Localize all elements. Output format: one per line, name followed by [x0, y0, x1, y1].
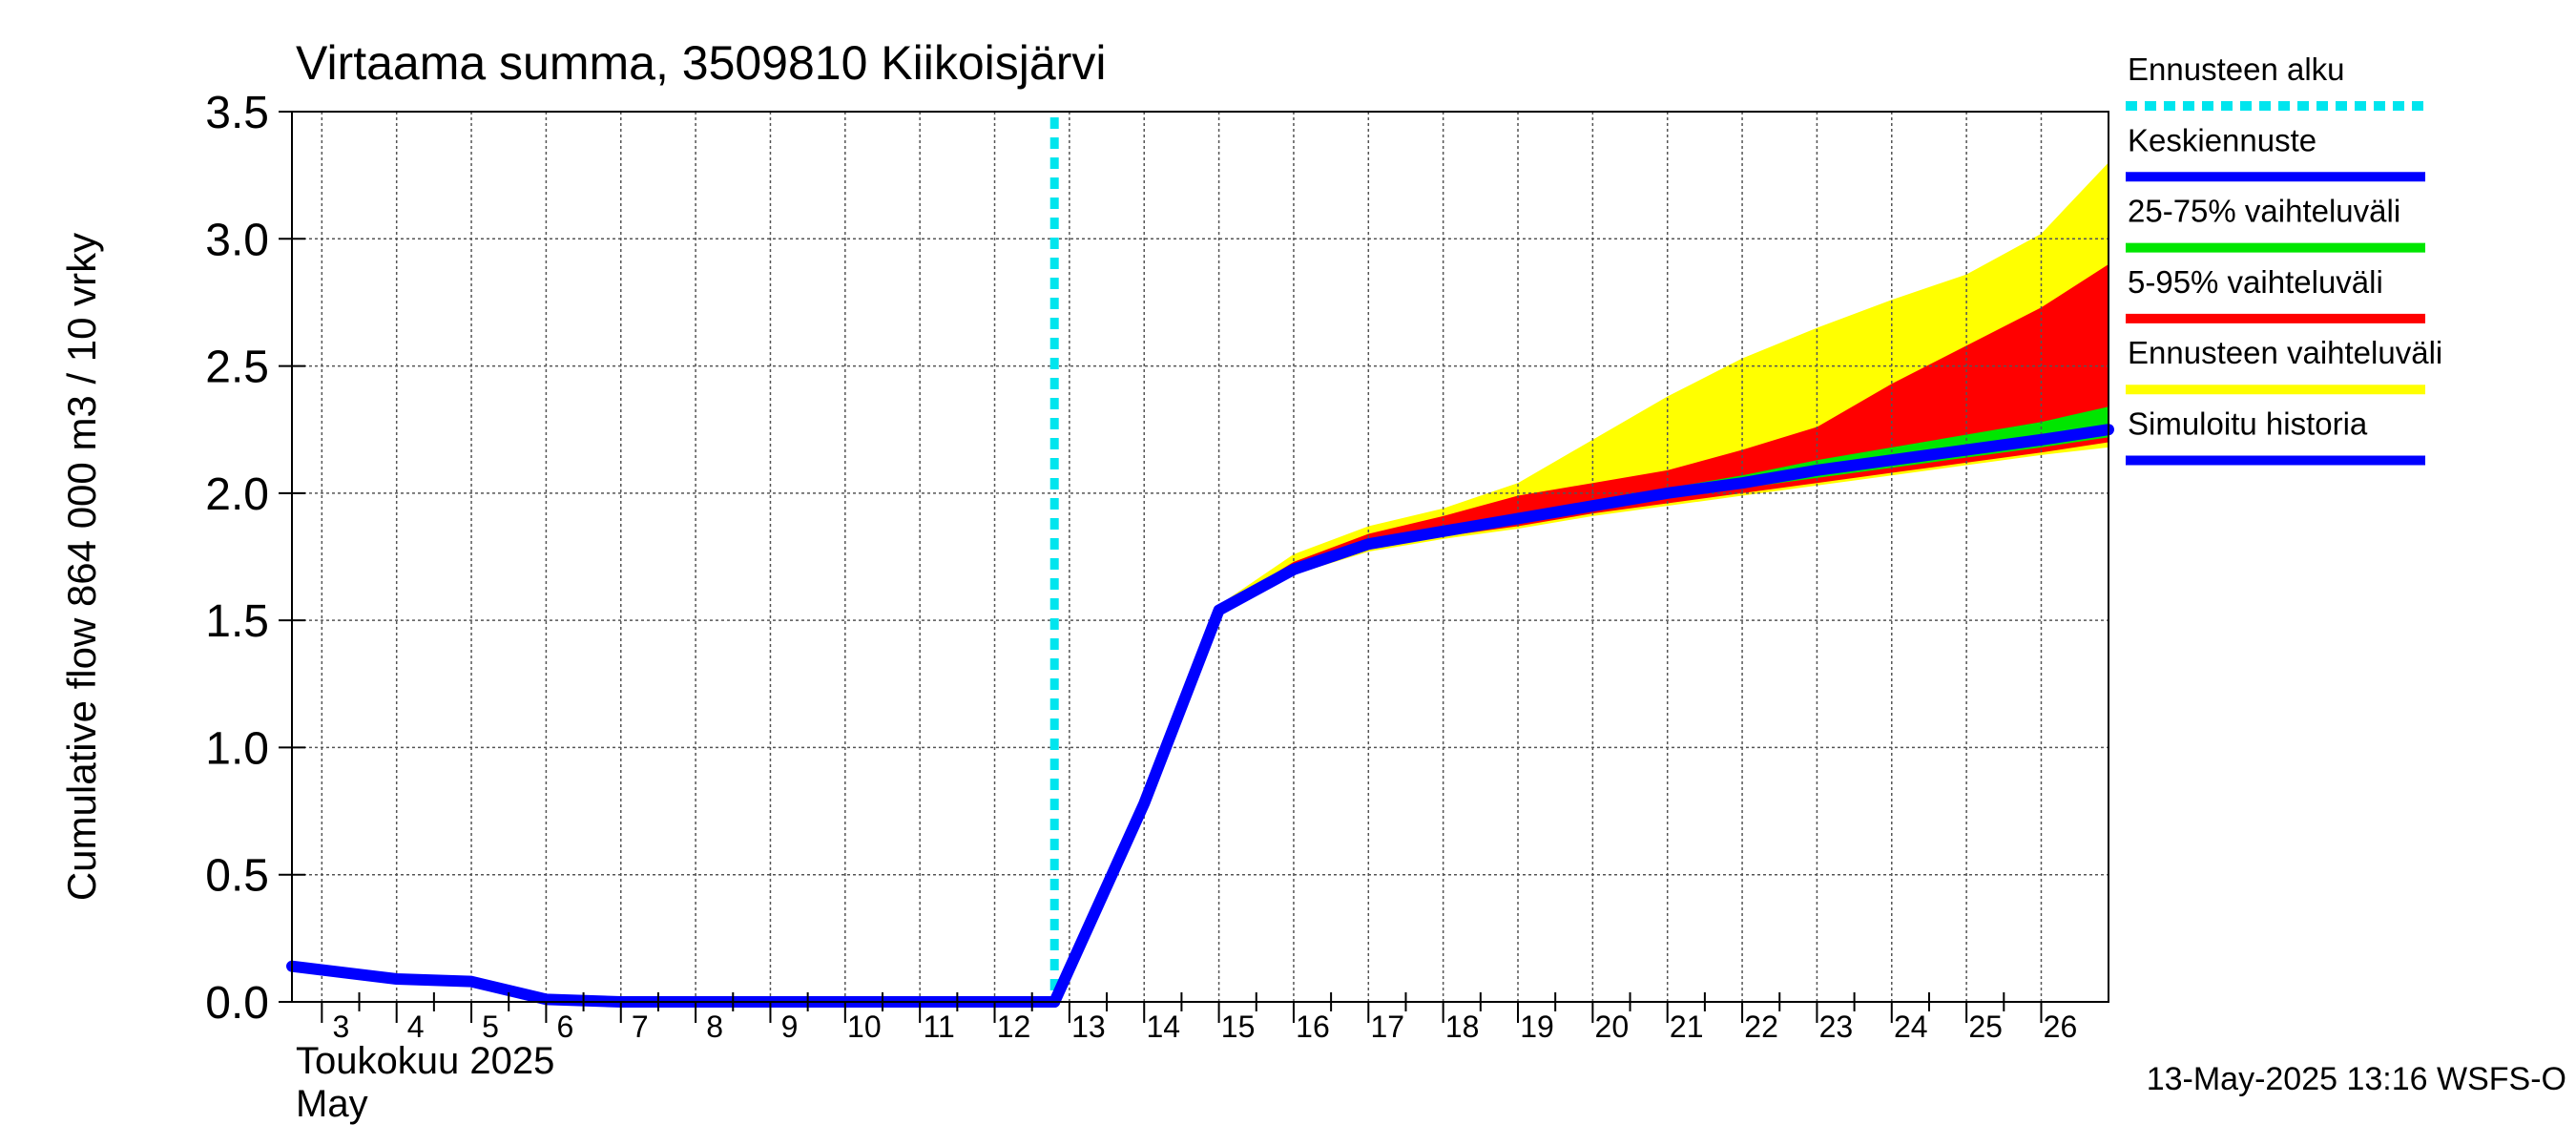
- x-tick-label: 7: [632, 1010, 649, 1044]
- x-tick-label: 19: [1520, 1010, 1554, 1044]
- x-tick-label: 25: [1968, 1010, 2003, 1044]
- x-tick-label: 21: [1670, 1010, 1704, 1044]
- legend-label: Ennusteen vaihteluväli: [2128, 335, 2442, 370]
- x-tick-label: 13: [1071, 1010, 1106, 1044]
- x-tick-label: 10: [847, 1010, 882, 1044]
- footer-timestamp: 13-May-2025 13:16 WSFS-O: [2147, 1061, 2566, 1097]
- chart-title: Virtaama summa, 3509810 Kiikoisjärvi: [296, 36, 1106, 90]
- y-axis-label: Cumulative flow 864 000 m3 / 10 vrky: [59, 233, 104, 901]
- y-tick-label: 3.0: [205, 215, 269, 265]
- legend-label: 25-75% vaihteluväli: [2128, 194, 2400, 229]
- legend: Ennusteen alku Keskiennuste 25-75% vaihtel…: [2126, 52, 2442, 466]
- x-tick-label: 16: [1296, 1010, 1330, 1044]
- y-tick-label: 2.0: [205, 469, 269, 520]
- y-tick-label: 1.5: [205, 596, 269, 647]
- x-tick-label: 17: [1370, 1010, 1404, 1044]
- x-tick-label: 15: [1221, 1010, 1256, 1044]
- plot-frame: [291, 111, 2109, 1003]
- x-tick-label: 14: [1146, 1010, 1180, 1044]
- x-tick-label: 23: [1819, 1010, 1854, 1044]
- y-tick-label: 2.5: [205, 343, 269, 393]
- y-tick-label: 0.5: [205, 851, 269, 902]
- legend-label: Ennusteen alku: [2128, 52, 2345, 87]
- y-tick-label: 3.5: [205, 88, 269, 138]
- x-tick-label: 5: [482, 1010, 499, 1044]
- x-tick-label: 3: [332, 1010, 349, 1044]
- band-1: [1218, 263, 2109, 611]
- x-tick-label: 22: [1744, 1010, 1778, 1044]
- legend-label: Keskiennuste: [2128, 122, 2316, 157]
- y-tick-label: 1.0: [205, 723, 269, 774]
- x-tick-label: 4: [407, 1010, 425, 1044]
- legend-label: 5-95% vaihteluväli: [2128, 264, 2383, 300]
- x-tick-label: 6: [557, 1010, 574, 1044]
- x-tick-label: 26: [2044, 1010, 2078, 1044]
- x-tick-label: 18: [1445, 1010, 1480, 1044]
- x-month-label-en: May: [296, 1083, 368, 1125]
- axis-ticks: 0.0 0.5 1.0 1.5 2.0 2.5 3.0 3.5 3 4 5 6 7 8 9 10 11 12 13 1…: [205, 88, 2077, 1044]
- x-month-label-fi: Toukokuu 2025: [296, 1040, 554, 1082]
- y-tick-label: 0.0: [205, 978, 269, 1029]
- x-tick-label: 12: [997, 1010, 1031, 1044]
- x-tick-label: 20: [1595, 1010, 1630, 1044]
- legend-label: Simuloitu historia: [2128, 406, 2368, 442]
- series-line-1: [1049, 424, 2114, 1008]
- plot-area: [292, 112, 2109, 1002]
- x-tick-label: 11: [924, 1010, 955, 1044]
- x-tick-label: 24: [1894, 1010, 1928, 1044]
- x-tick-label: 9: [781, 1010, 799, 1044]
- x-tick-label: 8: [706, 1010, 723, 1044]
